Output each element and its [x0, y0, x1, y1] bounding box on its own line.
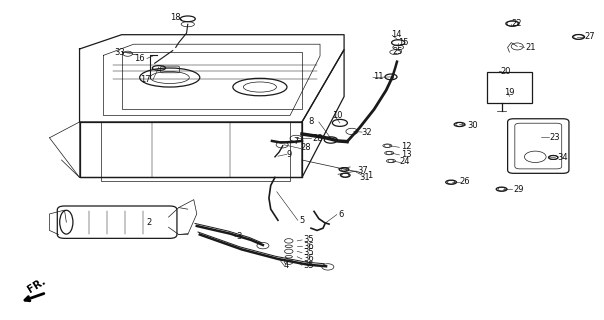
Text: 23: 23	[550, 133, 561, 142]
Text: 28: 28	[313, 134, 324, 143]
Text: 8: 8	[308, 117, 313, 126]
Text: 18: 18	[170, 13, 181, 22]
Text: 2: 2	[146, 218, 152, 227]
Text: 35: 35	[303, 261, 314, 270]
Text: 35: 35	[303, 236, 314, 244]
Text: 29: 29	[513, 185, 524, 194]
Text: 24: 24	[399, 157, 410, 166]
Text: 21: 21	[525, 43, 536, 52]
Text: 22: 22	[511, 19, 522, 28]
Text: 14: 14	[391, 30, 402, 39]
Text: 30: 30	[467, 121, 478, 130]
Text: 13: 13	[401, 150, 412, 159]
Text: 34: 34	[557, 153, 568, 162]
Text: 36: 36	[303, 254, 314, 263]
Text: 31: 31	[359, 173, 370, 182]
Text: 5: 5	[299, 216, 304, 225]
Text: 19: 19	[504, 88, 515, 97]
Text: 36: 36	[303, 242, 314, 251]
Text: 6: 6	[338, 210, 344, 219]
Text: 28: 28	[301, 143, 312, 152]
Text: 1: 1	[367, 171, 372, 180]
Text: 17: 17	[140, 75, 150, 84]
Text: 4: 4	[284, 261, 289, 270]
Text: 25: 25	[392, 47, 403, 56]
Text: 20: 20	[500, 67, 511, 76]
Text: 33: 33	[114, 48, 124, 57]
Text: 10: 10	[332, 111, 342, 120]
Text: 27: 27	[585, 32, 595, 41]
Text: 9: 9	[287, 150, 292, 159]
Text: 35: 35	[303, 248, 314, 257]
Text: 26: 26	[460, 177, 470, 186]
Text: 15: 15	[398, 38, 409, 47]
Text: 3: 3	[236, 232, 241, 241]
Text: 16: 16	[134, 54, 144, 63]
Text: 37: 37	[358, 166, 368, 175]
Text: 12: 12	[401, 142, 412, 151]
Text: 32: 32	[361, 128, 371, 137]
Text: 7: 7	[294, 137, 299, 146]
Text: FR.: FR.	[25, 276, 47, 295]
Text: 11: 11	[373, 72, 384, 81]
